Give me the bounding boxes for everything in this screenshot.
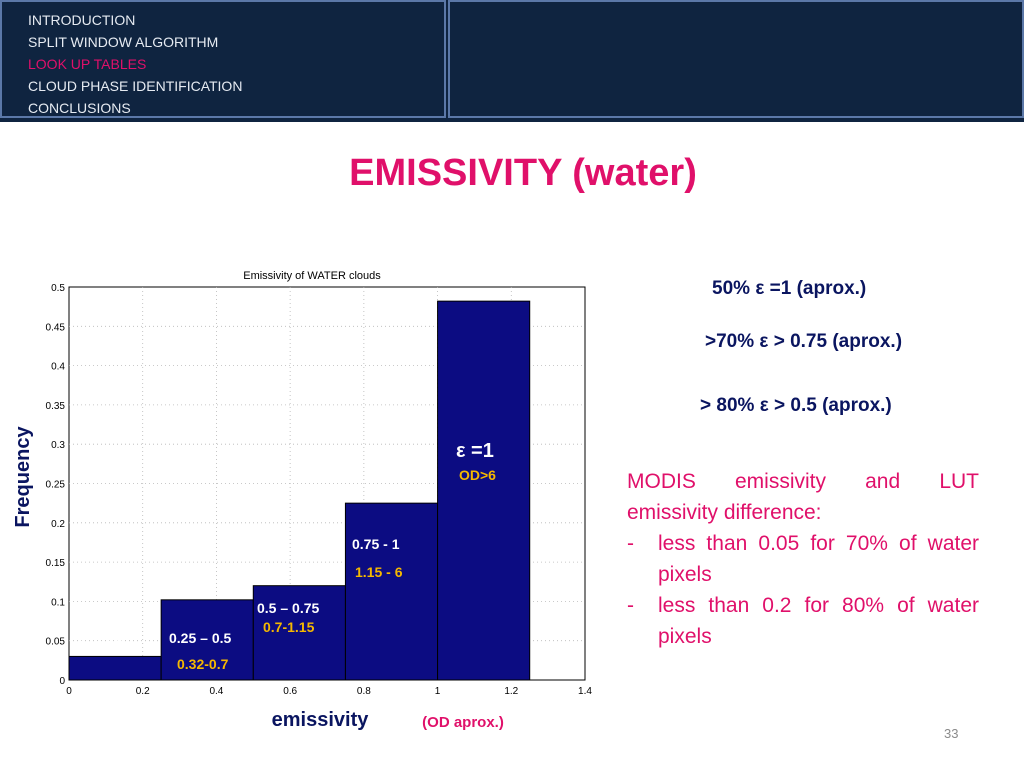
- epsilon-symbol: ε: [755, 278, 765, 299]
- header-bar: INTRODUCTION SPLIT WINDOW ALGORITHM LOOK…: [0, 0, 1024, 122]
- x-tick-label: 0.6: [283, 686, 297, 697]
- y-tick-label: 0: [59, 676, 65, 687]
- note-bullet-70-percent: - less than 0.05 for 70% of water pixels: [627, 528, 979, 590]
- note-bullet-text: less than 0.05 for 70% of water pixels: [658, 532, 979, 586]
- bar-range-label: 0.25 – 0.5: [169, 630, 231, 646]
- modis-difference-note: MODIS emissivity and LUT emissivity diff…: [627, 466, 979, 652]
- stat-50-prefix: 50%: [712, 278, 756, 299]
- histogram-bar: [344, 502, 439, 681]
- chart-title: Emissivity of WATER clouds: [243, 270, 381, 282]
- bullet-dash: -: [627, 594, 634, 617]
- x-axis-od-note: (OD aprox.): [422, 714, 504, 731]
- x-tick-label: 0.2: [136, 686, 150, 697]
- histogram-bar: [437, 300, 531, 681]
- y-tick-label: 0.4: [51, 362, 65, 373]
- bar-range-label: 0– 0.25: [76, 637, 123, 653]
- y-axis-label: Frequency: [12, 426, 34, 528]
- epsilon-symbol: ε: [759, 331, 769, 352]
- bar-range-label: ε =1: [456, 440, 494, 462]
- nav-item-cloud-phase-identification[interactable]: CLOUD PHASE IDENTIFICATION: [28, 78, 243, 94]
- y-tick-label: 0.2: [51, 519, 65, 530]
- bar-od-label: OD>6: [459, 467, 496, 483]
- header-blank-panel: [448, 0, 1024, 118]
- bar-od-label: 0.32-0.7: [177, 656, 229, 672]
- x-tick-label: 0.8: [357, 686, 371, 697]
- y-tick-label: 0.15: [46, 558, 66, 569]
- slide-title: EMISSIVITY (water): [349, 152, 697, 194]
- x-tick-label: 1: [435, 686, 441, 697]
- x-tick-label: 0.4: [209, 686, 223, 697]
- nav-item-split-window-algorithm[interactable]: SPLIT WINDOW ALGORITHM: [28, 34, 219, 50]
- y-tick-label: 0.45: [46, 322, 66, 333]
- note-intro-line-1: MODIS emissivity and LUT: [627, 470, 979, 493]
- y-tick-label: 0.25: [46, 480, 66, 491]
- stat-80-prefix: > 80%: [700, 395, 760, 416]
- nav-item-conclusions[interactable]: CONCLUSIONS: [28, 100, 131, 116]
- stat-70-prefix: >70%: [705, 331, 760, 352]
- x-tick-label: 1.4: [578, 686, 592, 697]
- stat-50-percent: 50% ε =1 (aprox.): [712, 278, 866, 300]
- stat-70-percent: >70% ε > 0.75 (aprox.): [705, 331, 902, 353]
- stat-50-suffix: =1 (aprox.): [764, 278, 867, 299]
- bar-range-label: 0.75 - 1: [352, 536, 400, 552]
- histogram-bar: [252, 585, 346, 681]
- bar-range-label: 0.5 – 0.75: [257, 600, 319, 616]
- x-tick-label: 0: [66, 686, 72, 697]
- nav-item-look-up-tables[interactable]: LOOK UP TABLES: [28, 56, 147, 72]
- y-tick-label: 0.35: [46, 401, 66, 412]
- stat-80-percent: > 80% ε > 0.5 (aprox.): [700, 395, 892, 417]
- x-tick-label: 1.2: [504, 686, 518, 697]
- y-tick-label: 0.3: [51, 440, 65, 451]
- bar-od-label: 1.15 - 6: [355, 564, 403, 580]
- y-tick-label: 0.05: [46, 637, 66, 648]
- emissivity-histogram: Emissivity of WATER clouds 0 0.2 0.4 0.6 0.8 1…: [12, 270, 592, 731]
- y-tick-label: 0.5: [51, 283, 65, 294]
- histogram-bar: [160, 599, 254, 681]
- bar-od-label: 0.7-1.15: [263, 619, 315, 635]
- header-nav-panel: INTRODUCTION SPLIT WINDOW ALGORITHM LOOK…: [0, 0, 446, 118]
- note-bullet-80-percent: - less than 0.2 for 80% of water pixels: [627, 590, 979, 652]
- section-nav: INTRODUCTION SPLIT WINDOW ALGORITHM LOOK…: [28, 9, 242, 119]
- stat-70-suffix: > 0.75 (aprox.): [768, 331, 903, 352]
- x-axis-label: emissivity: [272, 709, 370, 731]
- bullet-dash: -: [627, 532, 634, 555]
- page-number: 33: [944, 726, 959, 741]
- note-intro-line-2: emissivity difference:: [627, 501, 822, 524]
- note-bullet-text: less than 0.2 for 80% of water pixels: [658, 594, 979, 648]
- y-tick-label: 0.1: [51, 597, 65, 608]
- histogram-bar: [68, 655, 162, 681]
- nav-item-introduction[interactable]: INTRODUCTION: [28, 12, 136, 28]
- epsilon-symbol: ε: [759, 395, 769, 416]
- stat-80-suffix: > 0.5 (aprox.): [768, 395, 892, 416]
